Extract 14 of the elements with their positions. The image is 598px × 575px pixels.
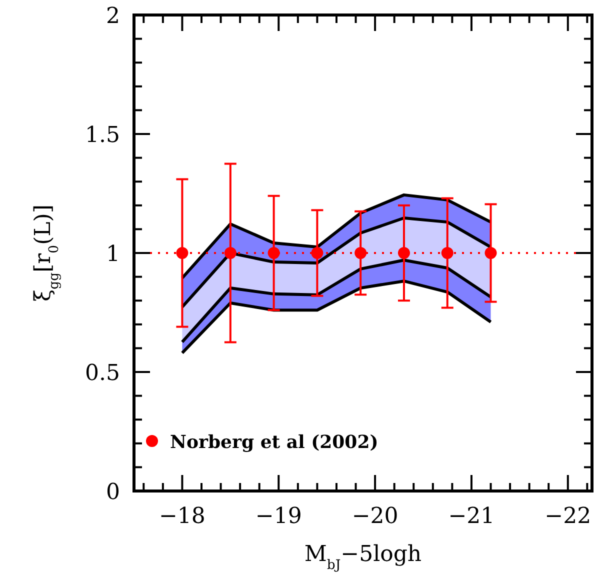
- legend-label: Norberg et al (2002): [170, 432, 378, 453]
- x-tick-label: −18: [158, 504, 206, 529]
- x-tick-label: −20: [352, 504, 398, 529]
- line-series: [180, 280, 492, 354]
- x-tick-label: −22: [544, 504, 592, 529]
- y-tick-label: 0.5: [85, 361, 120, 386]
- y-tick-label: 1.5: [85, 123, 120, 148]
- x-axis-title: M$_{bJ}$−5logh: [304, 542, 422, 572]
- x-tick-label: −19: [255, 504, 302, 529]
- x-tick-label: −21: [448, 504, 495, 529]
- y-tick-label: 2: [106, 4, 120, 29]
- line-series: [180, 193, 492, 280]
- y-tick-label: 0: [106, 480, 120, 505]
- y-tick-label: 1: [106, 242, 120, 267]
